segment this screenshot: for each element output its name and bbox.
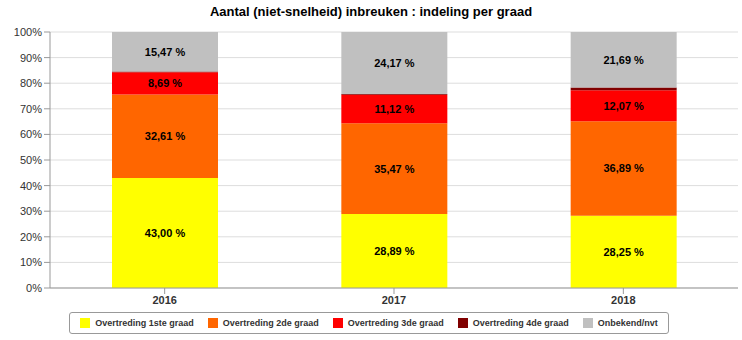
svg-text:0%: 0% [26,282,42,294]
svg-text:90%: 90% [20,52,42,64]
svg-text:60%: 60% [20,128,42,140]
svg-text:2016: 2016 [152,294,176,306]
svg-text:40%: 40% [20,180,42,192]
svg-text:30%: 30% [20,205,42,217]
svg-text:100%: 100% [14,26,42,38]
html-text:Onbekend/nvt: Onbekend/nvt [597,318,658,328]
svg-text:2017: 2017 [382,294,406,306]
svg-text:8,69 %: 8,69 % [148,77,182,89]
svg-text:70%: 70% [20,103,42,115]
svg-text:24,17 %: 24,17 % [374,57,415,69]
svg-text:80%: 80% [20,77,42,89]
svg-text:28,89 %: 28,89 % [374,245,415,257]
svg-text:21,69 %: 21,69 % [603,54,644,66]
html-text:Overtreding 1ste graad: Overtreding 1ste graad [95,318,194,328]
svg-text:15,47 %: 15,47 % [145,46,186,58]
svg-text:20%: 20% [20,231,42,243]
svg-text:11,12 %: 11,12 % [374,103,414,115]
svg-text:36,89 %: 36,89 % [603,162,644,174]
svg-text:35,47 %: 35,47 % [374,163,415,175]
svg-text:50%: 50% [20,154,42,166]
svg-text:10%: 10% [20,256,42,268]
html-text:Aantal (niet-snelheid) inbreuk: Aantal (niet-snelheid) inbreuken : indel… [209,4,533,19]
svg-text:43,00 %: 43,00 % [145,227,186,239]
svg-text:28,25 %: 28,25 % [603,246,644,258]
html-text:Overtreding 2de graad: Overtreding 2de graad [222,318,319,328]
svg-text:32,61 %: 32,61 % [145,130,186,142]
svg-text:12,07 %: 12,07 % [603,100,644,112]
html-text:Overtreding 4de graad: Overtreding 4de graad [472,318,569,328]
html-text:Overtreding 3de graad: Overtreding 3de graad [347,318,444,328]
svg-text:2018: 2018 [611,294,635,306]
